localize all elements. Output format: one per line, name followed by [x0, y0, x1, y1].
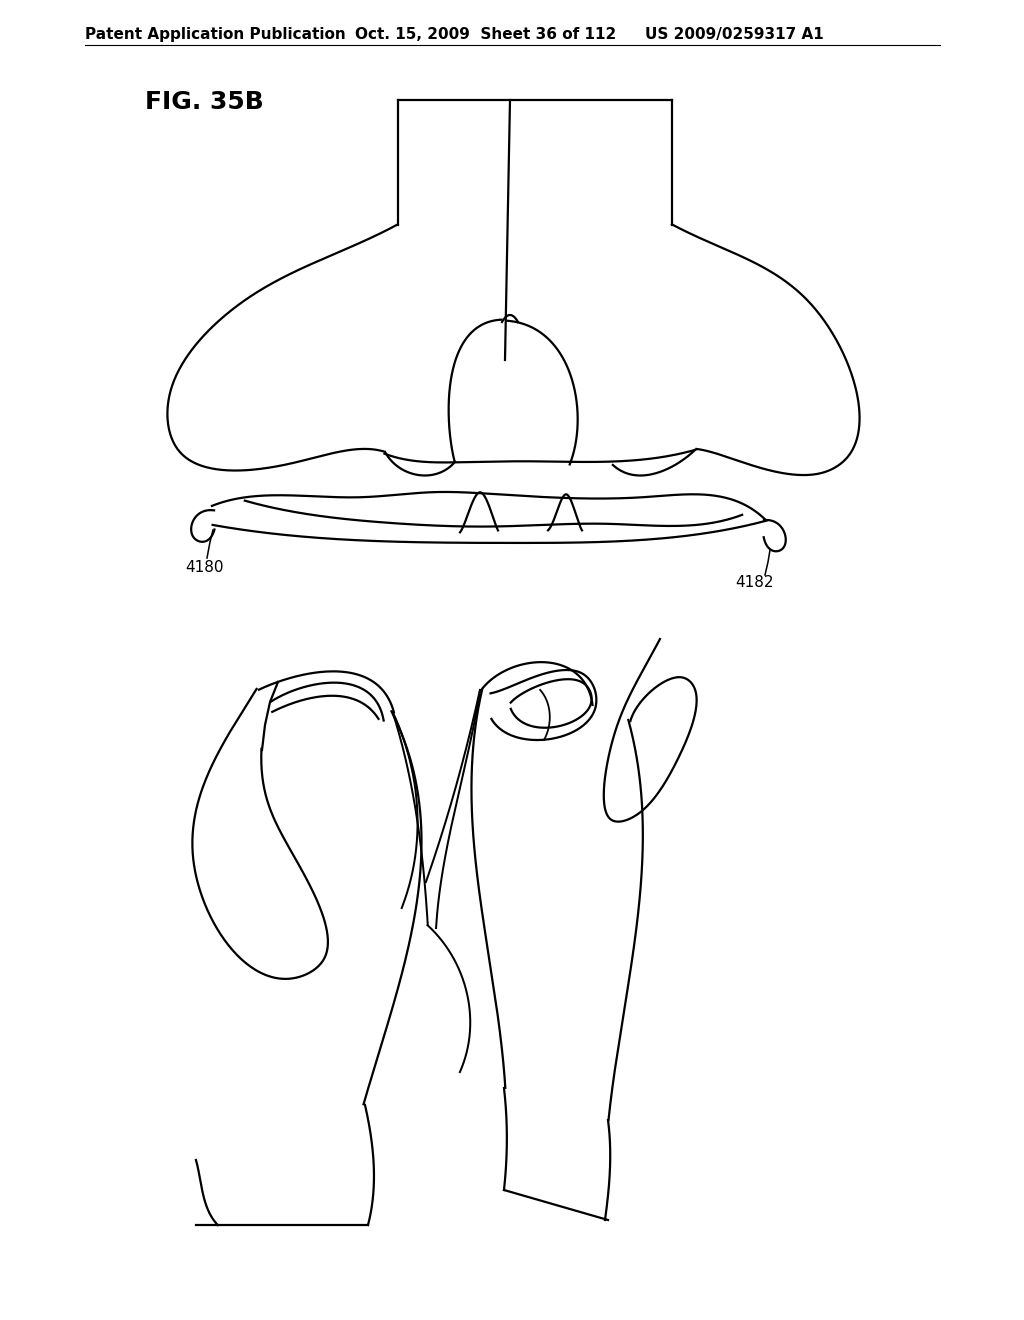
Text: FIG. 35B: FIG. 35B	[145, 90, 264, 114]
Text: Patent Application Publication: Patent Application Publication	[85, 26, 346, 42]
Text: 4180: 4180	[185, 560, 223, 576]
Text: US 2009/0259317 A1: US 2009/0259317 A1	[645, 26, 823, 42]
Text: Oct. 15, 2009  Sheet 36 of 112: Oct. 15, 2009 Sheet 36 of 112	[355, 26, 616, 42]
Text: 4182: 4182	[735, 576, 773, 590]
